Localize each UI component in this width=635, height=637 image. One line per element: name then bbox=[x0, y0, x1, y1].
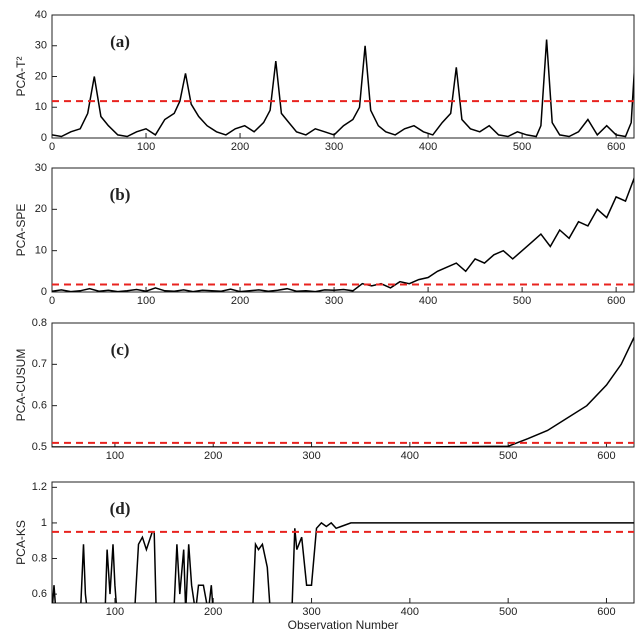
panel-title: (c) bbox=[111, 340, 130, 359]
x-tick-label: 300 bbox=[325, 141, 343, 153]
y-axis-label: PCA-T² bbox=[14, 57, 28, 97]
plot-area bbox=[52, 39, 634, 138]
x-tick-label: 500 bbox=[513, 141, 531, 153]
panel-title: (a) bbox=[110, 32, 130, 51]
plot-area bbox=[52, 337, 634, 447]
x-tick-label: 100 bbox=[137, 295, 155, 307]
x-tick-label: 500 bbox=[499, 450, 517, 462]
x-tick-label: 300 bbox=[325, 295, 343, 307]
x-tick-label: 400 bbox=[401, 606, 419, 618]
panel-title: (d) bbox=[110, 499, 131, 518]
y-tick-label: 0.8 bbox=[32, 317, 47, 329]
x-tick-label: 500 bbox=[499, 606, 517, 618]
x-tick-label: 100 bbox=[137, 141, 155, 153]
y-axis-label: PCA-KS bbox=[14, 520, 28, 565]
plot-area bbox=[52, 176, 634, 292]
y-tick-label: 30 bbox=[35, 162, 47, 174]
axes-box bbox=[51, 14, 635, 139]
y-tick-label: 0.6 bbox=[32, 400, 47, 412]
series-line bbox=[52, 176, 634, 292]
panel-title: (b) bbox=[110, 185, 131, 204]
y-tick-label: 30 bbox=[35, 40, 47, 52]
axes-box bbox=[51, 481, 635, 604]
series-line bbox=[52, 521, 634, 603]
axes-box bbox=[51, 322, 635, 448]
y-tick-label: 0 bbox=[41, 286, 47, 298]
x-tick-label: 0 bbox=[49, 141, 55, 153]
axes-box bbox=[51, 167, 635, 293]
y-axis-label: PCA-CUSUM bbox=[14, 349, 28, 422]
x-tick-label: 400 bbox=[419, 141, 437, 153]
y-tick-label: 0.5 bbox=[32, 441, 47, 453]
x-tick-label: 300 bbox=[302, 450, 320, 462]
x-tick-label: 600 bbox=[607, 295, 625, 307]
y-tick-label: 0 bbox=[41, 132, 47, 144]
y-tick-label: 10 bbox=[35, 245, 47, 257]
y-axis-label: PCA-SPE bbox=[14, 204, 28, 257]
y-tick-label: 10 bbox=[35, 101, 47, 113]
x-tick-label: 500 bbox=[513, 295, 531, 307]
y-tick-label: 0.7 bbox=[32, 358, 47, 370]
x-tick-label: 600 bbox=[607, 141, 625, 153]
y-tick-label: 1.2 bbox=[32, 481, 47, 493]
series-line bbox=[52, 39, 634, 138]
x-tick-label: 200 bbox=[231, 295, 249, 307]
y-tick-label: 0.8 bbox=[32, 552, 47, 564]
x-tick-label: 100 bbox=[106, 450, 124, 462]
x-tick-label: 0 bbox=[49, 295, 55, 307]
y-tick-label: 20 bbox=[35, 203, 47, 215]
x-tick-label: 200 bbox=[204, 450, 222, 462]
x-tick-label: 600 bbox=[597, 450, 615, 462]
plot-area bbox=[52, 521, 634, 603]
x-tick-label: 400 bbox=[419, 295, 437, 307]
y-tick-label: 20 bbox=[35, 70, 47, 82]
x-tick-label: 200 bbox=[231, 141, 249, 153]
x-tick-label: 400 bbox=[401, 450, 419, 462]
x-tick-label: 300 bbox=[302, 606, 320, 618]
x-tick-label: 100 bbox=[106, 606, 124, 618]
x-axis-label: Observation Number bbox=[288, 618, 399, 632]
x-tick-label: 600 bbox=[597, 606, 615, 618]
y-tick-label: 0.6 bbox=[32, 588, 47, 600]
y-tick-label: 1 bbox=[41, 517, 47, 529]
x-tick-label: 200 bbox=[204, 606, 222, 618]
y-tick-label: 40 bbox=[35, 9, 47, 21]
series-line bbox=[52, 337, 634, 447]
